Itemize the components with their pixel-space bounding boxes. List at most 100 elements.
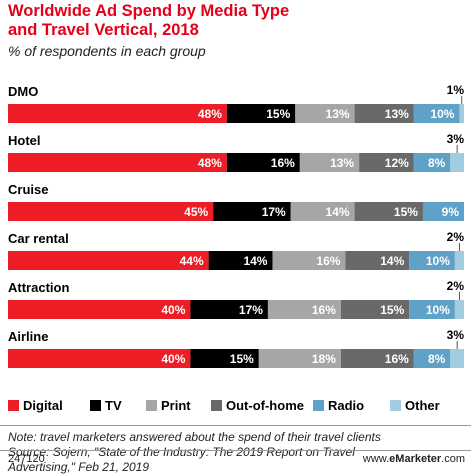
data-label: 48% bbox=[198, 107, 222, 121]
data-label: 45% bbox=[184, 205, 208, 219]
data-label: 10% bbox=[426, 303, 450, 317]
data-label: 10% bbox=[430, 107, 454, 121]
bar-segment bbox=[413, 349, 451, 368]
data-label: 14% bbox=[326, 205, 350, 219]
bar-segment bbox=[190, 349, 259, 368]
data-label: 8% bbox=[428, 156, 446, 170]
data-label: 17% bbox=[262, 205, 286, 219]
bar-segment bbox=[295, 104, 355, 123]
data-label: 2% bbox=[447, 230, 465, 244]
bar-segment bbox=[8, 349, 191, 368]
legend-label: Radio bbox=[328, 398, 364, 413]
bar-segment bbox=[409, 300, 455, 319]
data-label: 16% bbox=[312, 303, 336, 317]
data-label: 14% bbox=[380, 254, 404, 268]
legend-swatch bbox=[313, 400, 324, 411]
legend-swatch bbox=[211, 400, 222, 411]
data-label: 15% bbox=[394, 205, 418, 219]
bar-segment bbox=[299, 153, 360, 172]
brand-suffix: .com bbox=[441, 453, 465, 465]
brand-prefix: www. bbox=[362, 453, 390, 465]
category-label: Car rental bbox=[8, 231, 69, 246]
chart-subtitle: % of respondents in each group bbox=[8, 43, 206, 59]
bar-segment bbox=[8, 300, 191, 319]
footer-divider bbox=[0, 450, 471, 451]
data-label: 13% bbox=[326, 107, 350, 121]
data-label: 13% bbox=[330, 156, 354, 170]
bar-segment bbox=[290, 202, 355, 221]
bar-segment bbox=[354, 202, 423, 221]
chart-title: Worldwide Ad Spend by Media Type and Tra… bbox=[8, 2, 290, 39]
bar-segment bbox=[354, 104, 414, 123]
note-divider bbox=[0, 425, 471, 426]
category-label: Hotel bbox=[8, 133, 41, 148]
data-label: 13% bbox=[385, 107, 409, 121]
data-label: 16% bbox=[316, 254, 340, 268]
legend-swatch bbox=[146, 400, 157, 411]
bar-segment bbox=[340, 349, 414, 368]
legend-swatch bbox=[8, 400, 19, 411]
bar-segment bbox=[213, 202, 291, 221]
data-label: 9% bbox=[442, 205, 460, 219]
legend-swatch bbox=[90, 400, 101, 411]
category-label: DMO bbox=[8, 84, 38, 99]
data-label: 44% bbox=[180, 254, 204, 268]
bar-segment bbox=[8, 251, 209, 270]
legend-label: Print bbox=[161, 398, 191, 413]
legend-label: TV bbox=[105, 398, 122, 413]
bar-segment bbox=[208, 251, 273, 270]
brand-name: eMarketer bbox=[389, 453, 442, 465]
data-label: 40% bbox=[161, 303, 185, 317]
bar-segment bbox=[226, 104, 296, 123]
bar-segment bbox=[454, 251, 464, 270]
bar-segment bbox=[258, 349, 341, 368]
bar-segment bbox=[267, 300, 341, 319]
data-label: 18% bbox=[312, 352, 336, 366]
bar-segment bbox=[190, 300, 268, 319]
data-label: 17% bbox=[239, 303, 263, 317]
data-label: 40% bbox=[161, 352, 185, 366]
bar-segment bbox=[272, 251, 346, 270]
bar-segment bbox=[340, 300, 410, 319]
bar-segment bbox=[409, 251, 455, 270]
data-label: 16% bbox=[271, 156, 295, 170]
bar-segment bbox=[413, 104, 460, 123]
category-label: Airline bbox=[8, 329, 48, 344]
bar-segment bbox=[359, 153, 414, 172]
bar-segment bbox=[459, 104, 464, 123]
legend-label: Out-of-home bbox=[226, 398, 304, 413]
bar-segment bbox=[226, 153, 300, 172]
footnote: Note: travel marketers answered about th… bbox=[8, 430, 463, 475]
data-label: 8% bbox=[428, 352, 446, 366]
category-label: Cruise bbox=[8, 182, 48, 197]
bar-segment bbox=[8, 202, 214, 221]
data-label: 14% bbox=[243, 254, 267, 268]
bar-segment bbox=[8, 153, 227, 172]
data-label: 2% bbox=[447, 279, 465, 293]
legend-label: Other bbox=[405, 398, 440, 413]
data-label: 3% bbox=[447, 132, 465, 146]
bar-segment bbox=[454, 300, 464, 319]
bar-segment bbox=[422, 202, 464, 221]
footnote-note: Note: travel marketers answered about th… bbox=[8, 430, 381, 444]
bar-segment bbox=[345, 251, 410, 270]
data-label: 15% bbox=[380, 303, 404, 317]
data-label: 15% bbox=[230, 352, 254, 366]
data-label: 15% bbox=[266, 107, 290, 121]
data-label: 10% bbox=[426, 254, 450, 268]
data-label: 48% bbox=[198, 156, 222, 170]
brand-link[interactable]: www.eMarketer.com bbox=[363, 453, 465, 465]
bar-segment bbox=[8, 104, 227, 123]
data-label: 12% bbox=[385, 156, 409, 170]
legend-label: Digital bbox=[23, 398, 63, 413]
bar-segment bbox=[450, 153, 464, 172]
footnote-source: Source: Sojern, "State of the Industry: … bbox=[8, 445, 355, 459]
data-label: 16% bbox=[385, 352, 409, 366]
bar-segment bbox=[450, 349, 464, 368]
chart-id: 247120 bbox=[8, 453, 45, 465]
legend-swatch bbox=[390, 400, 401, 411]
data-label: 1% bbox=[447, 83, 465, 97]
bar-segment bbox=[413, 153, 451, 172]
category-label: Attraction bbox=[8, 280, 69, 295]
